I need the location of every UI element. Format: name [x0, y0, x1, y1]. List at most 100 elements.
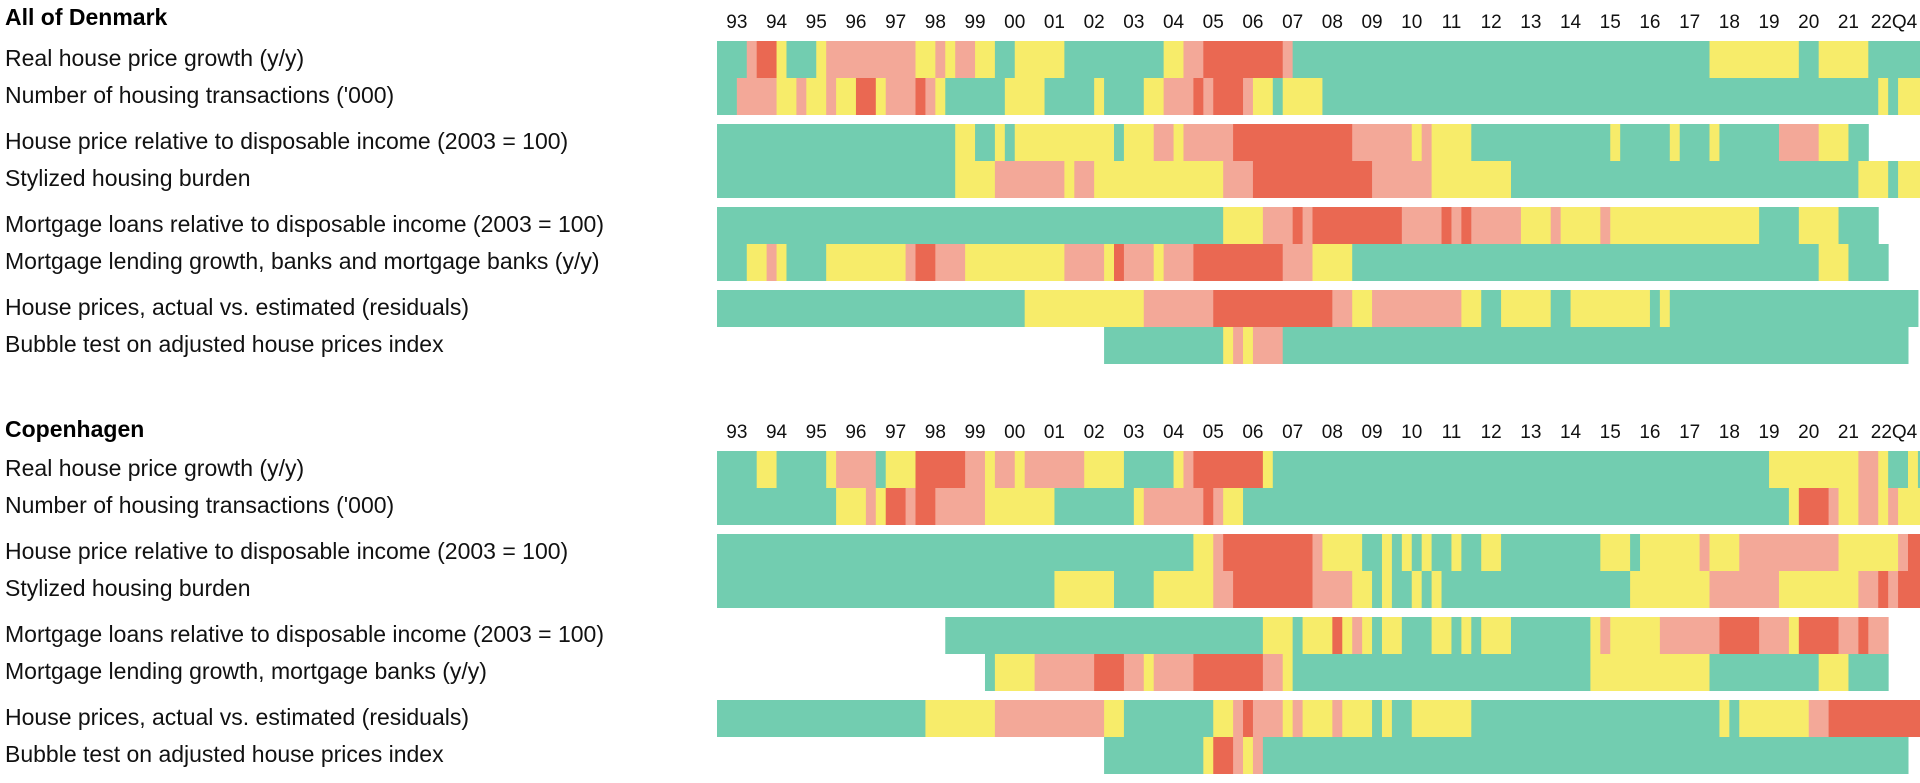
heatmap-cell-p	[1659, 617, 1720, 654]
heatmap-cell-p	[1262, 207, 1294, 244]
heatmap-cell-p	[1252, 737, 1264, 774]
year-tick-label: 08	[1321, 12, 1343, 33]
heatmap-cell-y	[826, 244, 907, 281]
heatmap-cell-r	[1858, 617, 1869, 654]
heatmap-cell-g	[717, 78, 738, 115]
year-tick-label: 97	[885, 12, 907, 33]
heatmap-cell-y	[1709, 534, 1740, 571]
heatmap-cell-r	[1332, 617, 1343, 654]
heatmap-cell-y	[1411, 571, 1423, 608]
heatmap-cell-r	[1193, 78, 1204, 115]
heatmap-cell-p	[1252, 700, 1284, 737]
heatmap-cell-r	[1312, 207, 1403, 244]
heatmap-cell-p	[1828, 488, 1840, 525]
heatmap-cell-y	[1590, 617, 1601, 654]
heatmap-cell-g	[1719, 124, 1780, 161]
heatmap-cell-g	[1441, 571, 1631, 608]
heatmap-cell-g	[1729, 700, 1740, 737]
year-tick-label: 09	[1361, 12, 1383, 33]
heatmap-cell-g	[1620, 124, 1671, 161]
heatmap-cell-g	[1114, 571, 1155, 608]
year-tick-label: 15	[1599, 12, 1621, 33]
heatmap-cell-p	[865, 488, 877, 525]
heatmap-cell-g	[1649, 290, 1661, 327]
year-tick-label: 09	[1361, 422, 1383, 443]
year-tick-label: 12	[1480, 12, 1502, 33]
heatmap-cell-y	[1411, 124, 1423, 161]
year-tick-label: 94	[765, 12, 788, 33]
heatmap-cell-y	[1451, 534, 1462, 571]
heatmap-cell-r	[1223, 534, 1313, 571]
indicator-label: Mortgage loans relative to disposable in…	[5, 621, 604, 647]
year-tick-label: 13	[1520, 422, 1542, 443]
year-tick-label: 21	[1837, 422, 1860, 443]
heatmap-cell-p	[1451, 207, 1462, 244]
heatmap-cell-g	[1272, 451, 1770, 488]
heatmap-cell-y	[1094, 161, 1224, 198]
heatmap-cell-p	[994, 161, 1065, 198]
heatmap-cell-y	[1223, 327, 1234, 364]
heatmap-cell-y	[1818, 41, 1869, 78]
indicator-label: Number of housing transactions ('000)	[5, 492, 395, 518]
heatmap-cell-y	[776, 41, 787, 78]
heatmap-cell-y	[1133, 488, 1145, 525]
year-tick-label: 20	[1798, 12, 1820, 33]
year-tick-label: 00	[1004, 422, 1026, 443]
heatmap-cell-p	[1163, 244, 1194, 281]
heatmap-cell-g	[1511, 617, 1591, 654]
heatmap-cell-p	[1352, 617, 1363, 654]
heatmap-cell-y	[1342, 617, 1353, 654]
heatmap-cell-y	[1401, 534, 1413, 571]
heatmap-cell-y	[1858, 161, 1889, 198]
heatmap-cell-g	[1123, 700, 1214, 737]
heatmap-cell-y	[975, 41, 996, 78]
heatmap-cell-g	[1471, 617, 1482, 654]
heatmap-cell-p	[1372, 161, 1433, 198]
heatmap-cell-r	[1213, 290, 1333, 327]
heatmap-cell-g	[1104, 327, 1224, 364]
heatmap-cell-g	[1372, 617, 1383, 654]
year-tick-label: 98	[924, 12, 946, 33]
heatmap-cell-g	[717, 488, 837, 525]
heatmap-cell-g	[717, 161, 956, 198]
heatmap-cell-p	[1183, 451, 1194, 488]
year-tick-label: 95	[805, 12, 827, 33]
heatmap-cell-y	[1818, 654, 1849, 691]
heatmap-cell-y	[1838, 488, 1859, 525]
heatmap-cell-y	[1788, 488, 1800, 525]
heatmap-cell-g	[1401, 617, 1433, 654]
heatmap-cell-y	[984, 488, 1055, 525]
year-tick-label: 06	[1242, 422, 1264, 443]
heatmap-cell-y	[885, 451, 917, 488]
heatmap-cell-y	[1084, 451, 1125, 488]
heatmap-cell-g	[1848, 654, 1889, 691]
year-tick-label: 05	[1202, 12, 1224, 33]
year-tick-label: 16	[1639, 12, 1661, 33]
heatmap-cell-y	[1193, 534, 1214, 571]
heatmap-cell-g	[1292, 617, 1304, 654]
heatmap-cell-p	[1471, 207, 1522, 244]
heatmap-cell-p	[1153, 124, 1175, 161]
heatmap-cell-p	[1739, 534, 1840, 571]
year-tick-label: 99	[964, 422, 986, 443]
heatmap-cell-r	[855, 78, 877, 115]
heatmap-cell-p	[1024, 451, 1085, 488]
year-tick-label: 21	[1837, 12, 1860, 33]
heatmap-cell-y	[1640, 534, 1701, 571]
heatmap-cell-y	[1709, 41, 1800, 78]
heatmap-cell-y	[1381, 617, 1403, 654]
heatmap-cell-g	[1372, 571, 1383, 608]
heatmap-cell-g	[1243, 488, 1790, 525]
heatmap-cell-p	[1858, 488, 1879, 525]
heatmap-cell-y	[1004, 78, 1046, 115]
year-tick-label: 16	[1639, 422, 1661, 443]
heatmap-cell-r	[1798, 488, 1830, 525]
indicator-label: Real house price growth (y/y)	[5, 455, 305, 481]
heatmap-cell-y	[1262, 451, 1274, 488]
heatmap-cell-y	[1262, 617, 1294, 654]
heatmap-cell-g	[1292, 654, 1591, 691]
year-tick-label: 11	[1441, 12, 1462, 33]
heatmap-cell-y	[1173, 451, 1184, 488]
heatmap-cell-p	[1123, 244, 1155, 281]
heatmap-cell-p	[1183, 124, 1234, 161]
